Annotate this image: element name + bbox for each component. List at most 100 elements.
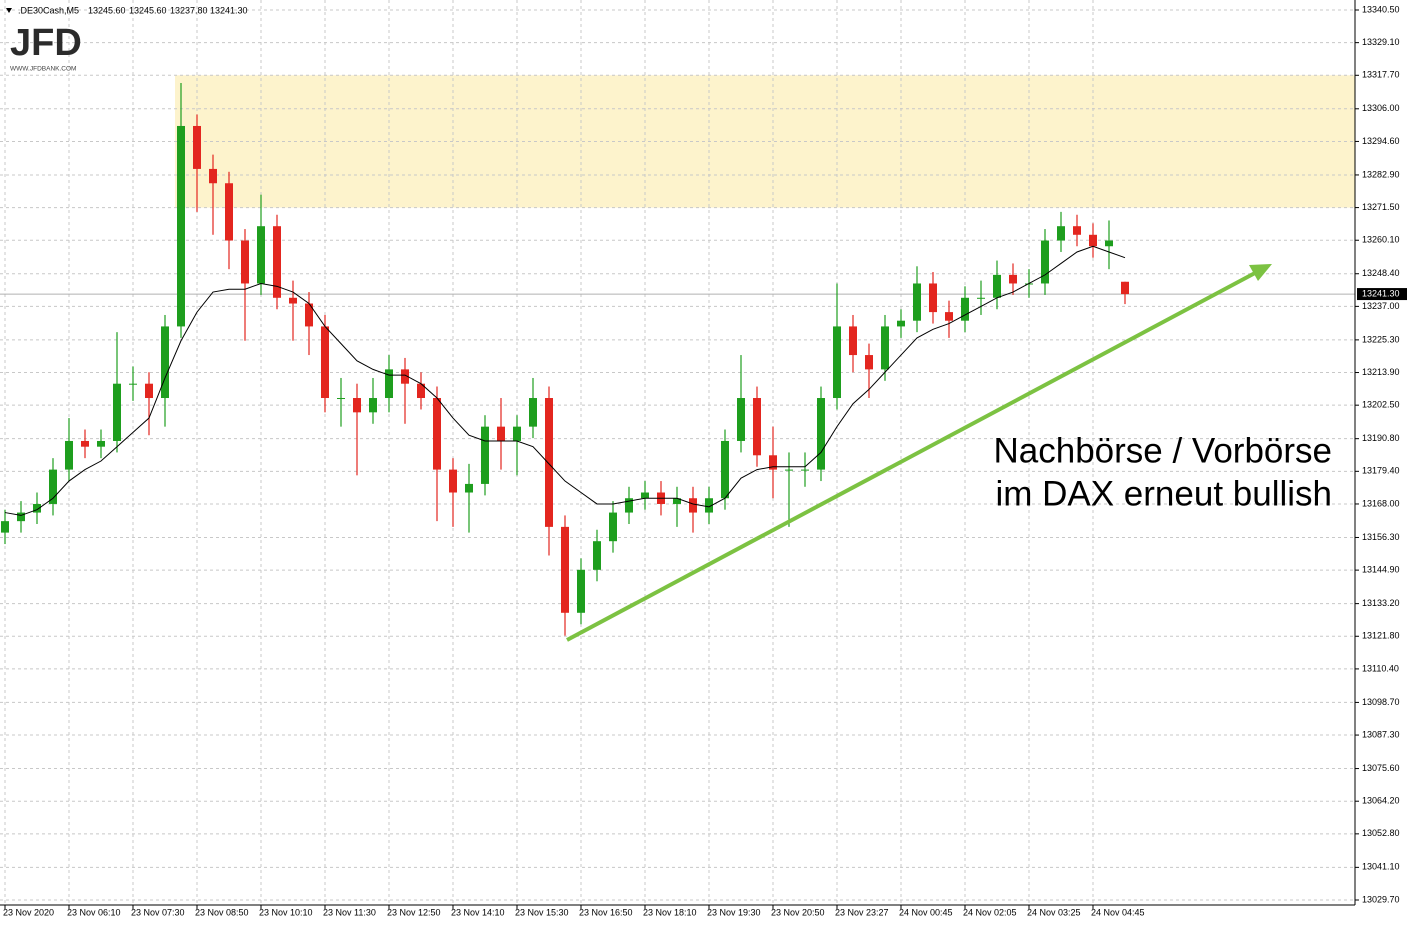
x-tick-label: 23 Nov 07:30 [131, 907, 185, 917]
x-tick-label: 23 Nov 06:10 [67, 907, 121, 917]
candle-body [129, 383, 137, 385]
x-tick-label: 23 Nov 19:30 [707, 907, 761, 917]
candle-body [513, 426, 521, 441]
y-tick-label: 13225.30 [1362, 334, 1400, 344]
candle-body [145, 383, 153, 399]
y-tick-label: 13156.30 [1362, 532, 1400, 542]
candle-body [1041, 240, 1049, 284]
x-tick-label: 23 Nov 11:30 [323, 907, 376, 917]
header-high: 13245.60 [129, 5, 167, 15]
candle-body [721, 440, 729, 499]
candle-body [353, 398, 361, 413]
header-close: 13241.30 [210, 5, 248, 15]
moving-average [4, 245, 1126, 516]
candle-body [305, 303, 313, 327]
x-tick-label: 23 Nov 23:27 [835, 907, 889, 917]
current-price-label: 13241.30 [1362, 288, 1400, 298]
candle-body [625, 498, 633, 513]
y-tick-label: 13294.60 [1362, 136, 1400, 146]
candle-body [785, 469, 793, 471]
y-tick-label: 13271.50 [1362, 202, 1400, 212]
candle-body [753, 398, 761, 456]
candle-body [641, 492, 649, 499]
y-tick-label: 13052.80 [1362, 828, 1400, 838]
trend-arrow-head [1249, 264, 1272, 281]
y-tick-label: 13237.00 [1362, 301, 1400, 311]
x-tick-label: 23 Nov 20:50 [771, 907, 825, 917]
y-tick-label: 13133.20 [1362, 598, 1400, 608]
x-tick-label: 24 Nov 04:45 [1091, 907, 1145, 917]
candle-body [1009, 274, 1017, 284]
candle-body [737, 398, 745, 441]
current-price-box [1357, 288, 1407, 301]
candle-body [1121, 281, 1129, 295]
y-tick-label: 13168.00 [1362, 498, 1400, 508]
candle-body [945, 312, 953, 321]
candle-body [545, 398, 553, 527]
candle-body [897, 320, 905, 327]
candle-body [1105, 240, 1113, 247]
candle-body [881, 326, 889, 370]
candle-body [385, 369, 393, 399]
x-tick-label: 23 Nov 14:10 [451, 907, 505, 917]
candle-body [1057, 226, 1065, 241]
y-tick-label: 13121.80 [1362, 631, 1400, 641]
candle-body [17, 512, 25, 522]
candle-body [161, 326, 169, 399]
candle-body [577, 569, 585, 613]
y-tick-label: 13029.70 [1362, 894, 1400, 904]
y-tick-label: 13144.90 [1362, 564, 1400, 574]
x-tick-label: 23 Nov 18:10 [643, 907, 697, 917]
y-tick-label: 13064.20 [1362, 796, 1400, 806]
y-tick-label: 13213.90 [1362, 367, 1400, 377]
candle-body [609, 512, 617, 542]
candle-body [929, 283, 937, 313]
candle-body [1089, 234, 1097, 247]
candle-body [561, 526, 569, 613]
y-tick-label: 13110.40 [1362, 663, 1399, 673]
candle-body [481, 426, 489, 484]
y-tick-label: 13329.10 [1362, 37, 1400, 47]
candle-body [689, 498, 697, 513]
candle-body [241, 240, 249, 284]
candle-body [401, 369, 409, 384]
candle-body [417, 383, 425, 399]
candle-body [465, 483, 473, 493]
candle-body [849, 326, 857, 356]
x-tick-label: 24 Nov 02:05 [963, 907, 1017, 917]
candle-body [369, 398, 377, 413]
candle-body [449, 469, 457, 493]
candle-body [321, 326, 329, 399]
candle-body [593, 541, 601, 570]
y-tick-label: 13179.40 [1362, 466, 1400, 476]
candle-body [865, 355, 873, 370]
candle-body [977, 297, 985, 299]
candle-body [993, 274, 1001, 298]
candle-body [833, 326, 841, 399]
candle-body [289, 297, 297, 304]
menu-arrow [6, 8, 12, 13]
candle-body [529, 398, 537, 427]
candle-body [769, 455, 777, 470]
candle-body [337, 398, 345, 400]
x-tick-label: 23 Nov 12:50 [387, 907, 441, 917]
candle-body [177, 125, 185, 327]
candle-body [913, 283, 921, 321]
candle-body [65, 440, 73, 470]
x-tick-label: 24 Nov 00:45 [899, 907, 953, 917]
logo-url: WWW.JFDBANK.COM [10, 66, 76, 73]
candle-body [273, 226, 281, 298]
y-tick-label: 13098.70 [1362, 697, 1400, 707]
header-open: 13245.60 [88, 5, 126, 15]
annotation-line-1: Nachbörse / Vorbörse [993, 431, 1332, 470]
trend-arrow [566, 271, 1256, 642]
symbol: .DE30Cash,M5 [18, 5, 79, 15]
y-tick-label: 13041.10 [1362, 862, 1400, 872]
y-tick-label: 13282.90 [1362, 169, 1400, 179]
x-tick-label: 23 Nov 16:50 [579, 907, 633, 917]
y-tick-label: 13248.40 [1362, 268, 1400, 278]
candle-body [961, 297, 969, 321]
candle-body [705, 498, 713, 513]
y-tick-label: 13260.10 [1362, 235, 1400, 245]
